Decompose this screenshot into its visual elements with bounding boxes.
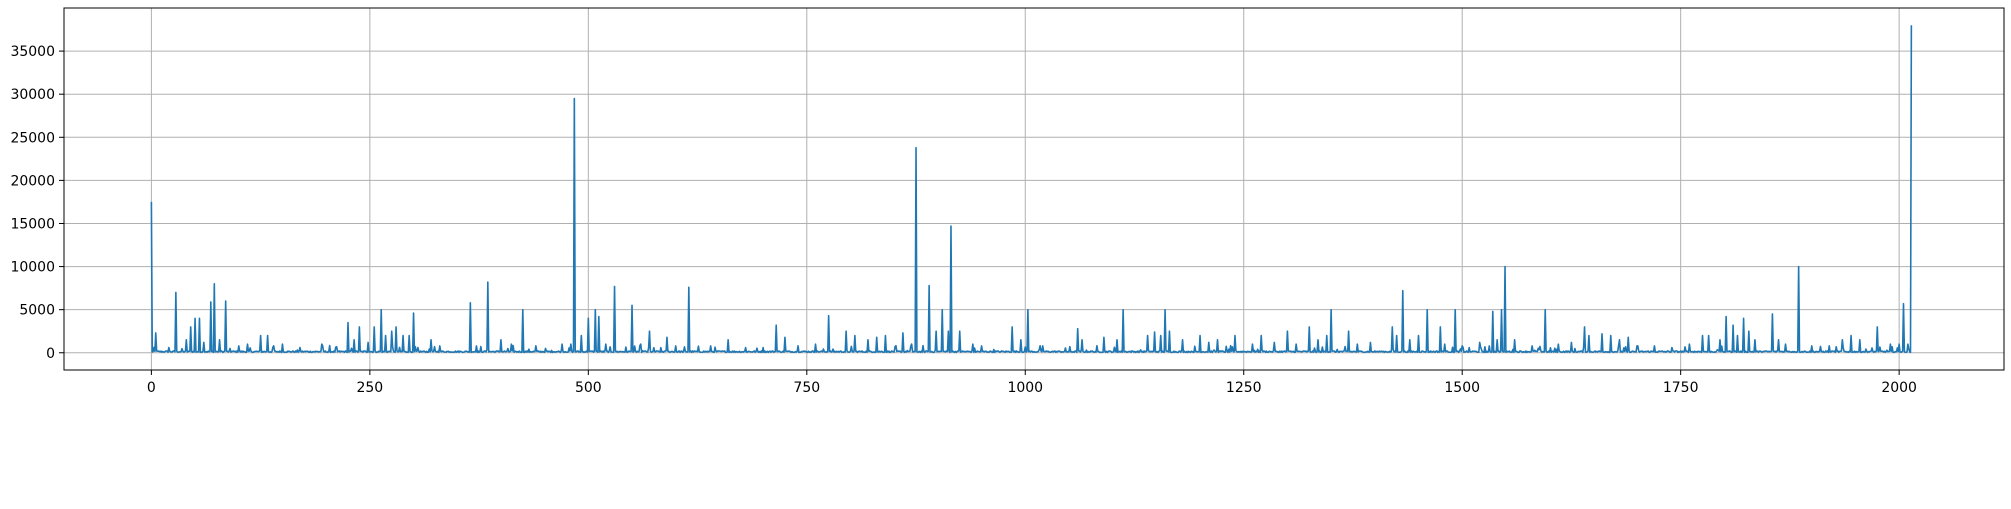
y-axis: 0 5000 10000 15000 20000 25000 30000 35000 <box>10 44 64 362</box>
series-line <box>150 25 1913 354</box>
y-tick-label: 25000 <box>10 130 55 146</box>
grid-layer <box>64 8 2004 370</box>
x-tick-label: 750 <box>793 380 820 396</box>
x-tick-label: 250 <box>356 380 383 396</box>
y-tick-label: 0 <box>46 346 55 362</box>
x-tick-label: 1500 <box>1444 380 1480 396</box>
y-tick-label: 35000 <box>10 44 55 60</box>
y-tick-label: 10000 <box>10 260 55 276</box>
y-tick-label: 15000 <box>10 216 55 232</box>
x-tick-label: 1000 <box>1007 380 1043 396</box>
x-axis: 0 250 500 750 1000 1250 1500 1750 2000 <box>147 370 1917 396</box>
y-tick-label: 5000 <box>19 303 55 319</box>
x-tick-label: 500 <box>575 380 602 396</box>
x-tick-label: 1250 <box>1226 380 1262 396</box>
x-tick-label: 1750 <box>1663 380 1699 396</box>
y-tick-label: 30000 <box>10 87 55 103</box>
x-tick-label: 0 <box>147 380 156 396</box>
series-layer <box>150 25 1913 354</box>
x-tick-label: 2000 <box>1881 380 1917 396</box>
y-tick-label: 20000 <box>10 173 55 189</box>
plot-frame <box>63 7 2005 371</box>
